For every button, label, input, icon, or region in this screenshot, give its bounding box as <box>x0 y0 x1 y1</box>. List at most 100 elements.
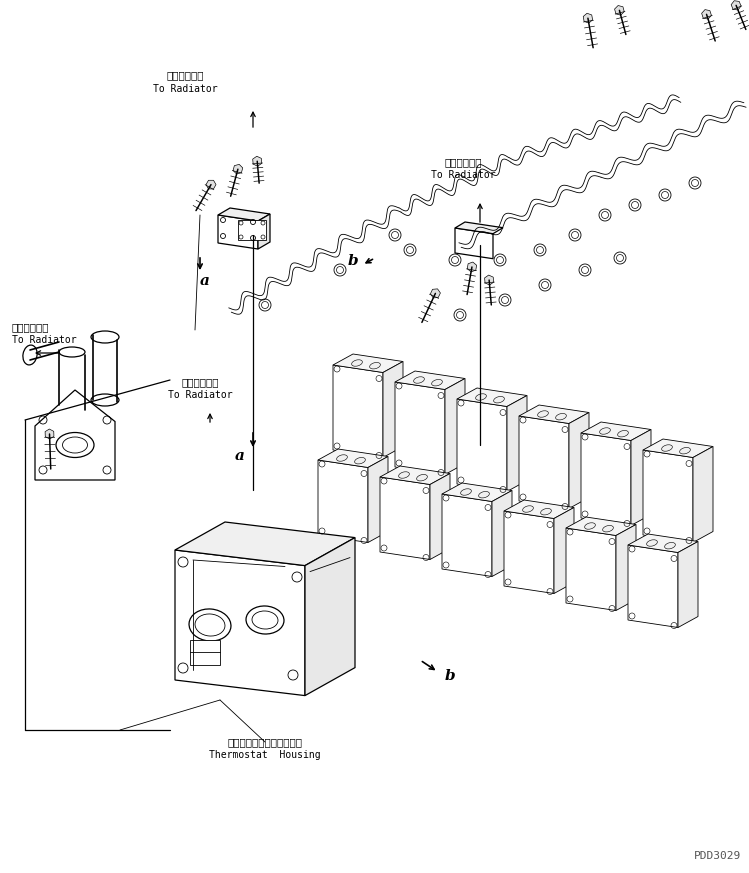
Polygon shape <box>333 354 403 373</box>
Ellipse shape <box>195 614 225 636</box>
Ellipse shape <box>59 347 85 357</box>
Polygon shape <box>45 429 54 439</box>
Text: To Radiator: To Radiator <box>168 390 232 400</box>
Polygon shape <box>485 275 494 285</box>
Polygon shape <box>702 10 712 19</box>
Ellipse shape <box>664 542 676 549</box>
Text: ラジエータへ: ラジエータへ <box>166 70 204 80</box>
Polygon shape <box>383 361 403 457</box>
Polygon shape <box>693 446 713 542</box>
Ellipse shape <box>661 444 673 451</box>
Ellipse shape <box>336 455 348 461</box>
Polygon shape <box>583 13 592 23</box>
Polygon shape <box>380 477 430 560</box>
Polygon shape <box>431 289 440 298</box>
Ellipse shape <box>461 489 471 495</box>
Polygon shape <box>628 545 678 628</box>
Polygon shape <box>395 371 465 389</box>
Ellipse shape <box>189 609 231 641</box>
Text: To Radiator: To Radiator <box>431 170 495 180</box>
Ellipse shape <box>538 411 548 417</box>
Text: サーモスタットハウジング: サーモスタットハウジング <box>228 737 303 747</box>
Polygon shape <box>252 156 261 166</box>
Ellipse shape <box>91 331 119 343</box>
Text: ラジエータへ: ラジエータへ <box>444 157 482 167</box>
Text: b: b <box>445 669 455 683</box>
Ellipse shape <box>23 345 37 365</box>
Polygon shape <box>457 388 527 407</box>
Polygon shape <box>206 181 216 189</box>
Polygon shape <box>507 395 527 491</box>
Polygon shape <box>504 511 554 594</box>
Polygon shape <box>305 538 355 696</box>
Ellipse shape <box>600 428 610 434</box>
Ellipse shape <box>398 471 410 478</box>
Polygon shape <box>175 522 355 566</box>
Ellipse shape <box>523 505 533 512</box>
Polygon shape <box>442 483 512 501</box>
Ellipse shape <box>369 362 380 369</box>
Bar <box>190 640 220 665</box>
Polygon shape <box>467 262 476 272</box>
Ellipse shape <box>603 526 613 532</box>
Ellipse shape <box>351 360 363 367</box>
Polygon shape <box>218 208 270 221</box>
Ellipse shape <box>479 491 489 498</box>
Text: ラジエータへ: ラジエータへ <box>181 377 219 387</box>
Ellipse shape <box>246 606 284 634</box>
Polygon shape <box>35 390 115 480</box>
Ellipse shape <box>541 508 551 515</box>
Polygon shape <box>333 365 383 457</box>
Polygon shape <box>492 491 512 576</box>
Ellipse shape <box>585 523 595 529</box>
Polygon shape <box>631 430 651 526</box>
Polygon shape <box>368 457 388 542</box>
Polygon shape <box>233 164 243 174</box>
Polygon shape <box>445 379 465 475</box>
Ellipse shape <box>252 611 278 629</box>
Polygon shape <box>519 405 589 423</box>
Ellipse shape <box>354 457 366 464</box>
Ellipse shape <box>431 380 443 386</box>
Polygon shape <box>678 541 698 628</box>
Text: PDD3029: PDD3029 <box>694 851 741 861</box>
Polygon shape <box>442 494 492 576</box>
Text: a: a <box>200 274 210 288</box>
Ellipse shape <box>62 437 88 453</box>
Bar <box>238 220 266 240</box>
Ellipse shape <box>416 474 428 481</box>
Polygon shape <box>643 439 713 457</box>
Ellipse shape <box>556 414 566 420</box>
Polygon shape <box>318 449 388 468</box>
Polygon shape <box>395 382 445 475</box>
Polygon shape <box>643 450 693 542</box>
Polygon shape <box>258 214 270 249</box>
Polygon shape <box>566 517 636 535</box>
Polygon shape <box>628 534 698 553</box>
Polygon shape <box>519 416 569 508</box>
Text: Thermostat  Housing: Thermostat Housing <box>209 750 321 760</box>
Polygon shape <box>457 399 507 491</box>
Polygon shape <box>218 215 258 249</box>
Polygon shape <box>615 5 624 15</box>
Text: To Radiator: To Radiator <box>12 335 76 345</box>
Polygon shape <box>380 466 450 485</box>
Ellipse shape <box>413 377 425 383</box>
Polygon shape <box>731 1 741 10</box>
Ellipse shape <box>618 430 628 436</box>
Ellipse shape <box>494 396 504 403</box>
Ellipse shape <box>476 394 486 400</box>
Ellipse shape <box>91 394 119 406</box>
Text: a: a <box>235 449 245 463</box>
Polygon shape <box>318 460 368 542</box>
Text: ラジエータへ: ラジエータへ <box>12 322 49 332</box>
Polygon shape <box>455 222 503 234</box>
Polygon shape <box>566 528 616 610</box>
Polygon shape <box>581 422 651 441</box>
Polygon shape <box>581 433 631 526</box>
Ellipse shape <box>646 540 658 546</box>
Polygon shape <box>504 500 574 519</box>
Polygon shape <box>430 473 450 560</box>
Polygon shape <box>554 507 574 594</box>
Text: b: b <box>348 254 358 268</box>
